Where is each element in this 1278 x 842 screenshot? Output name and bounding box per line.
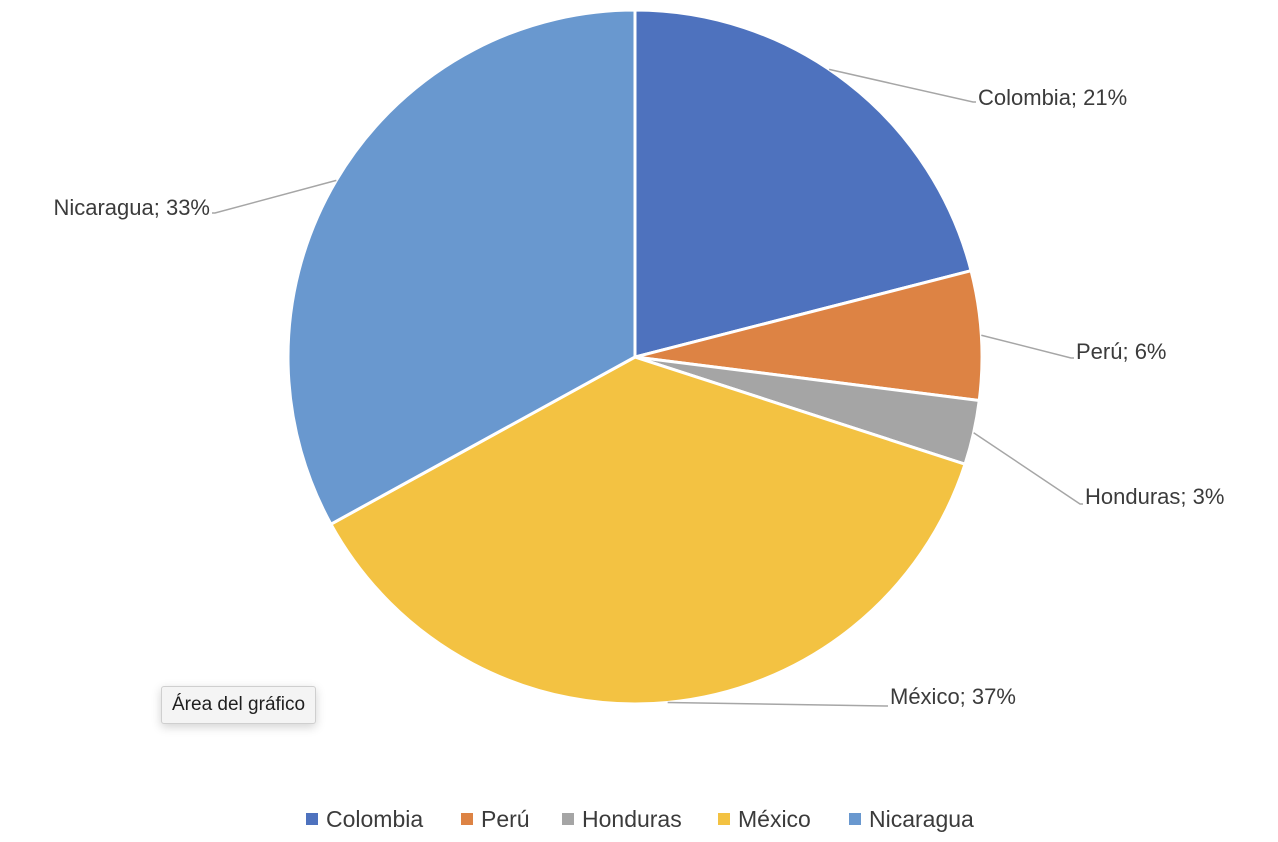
pie-slices[interactable] — [286, 8, 984, 706]
legend-item-perú[interactable]: Perú — [461, 806, 530, 832]
leader-lines — [212, 68, 1083, 707]
legend[interactable]: Colombia Perú Honduras México Nicaragua — [306, 806, 974, 832]
legend-item-honduras[interactable]: Honduras — [562, 806, 682, 832]
legend-swatch-nicaragua — [849, 813, 861, 825]
pie-slice-nicaragua[interactable] — [286, 8, 637, 527]
legend-label-perú: Perú — [481, 806, 530, 832]
data-label-perú: Perú; 6% — [1076, 339, 1167, 364]
leader-line-perú — [981, 334, 1074, 359]
legend-swatch-méxico — [718, 813, 730, 825]
pie-slice-colombia[interactable] — [633, 8, 973, 359]
legend-label-méxico: México — [738, 806, 811, 832]
legend-label-honduras: Honduras — [582, 806, 682, 832]
data-labels: Colombia; 21% Perú; 6% Honduras; 3% México;… — [53, 85, 1224, 709]
legend-label-colombia: Colombia — [326, 806, 423, 832]
leader-line-nicaragua — [212, 179, 337, 214]
data-label-colombia: Colombia; 21% — [978, 85, 1127, 110]
data-label-nicaragua: Nicaragua; 33% — [53, 195, 210, 220]
leader-line-méxico — [667, 701, 888, 707]
chart-area-tooltip: Área del gráfico — [161, 686, 317, 724]
pie-slice-perú[interactable] — [634, 268, 984, 403]
data-label-honduras: Honduras; 3% — [1085, 484, 1224, 509]
legend-item-colombia[interactable]: Colombia — [306, 806, 423, 832]
leader-line-honduras — [973, 432, 1083, 505]
legend-item-nicaragua[interactable]: Nicaragua — [849, 806, 974, 832]
legend-swatch-perú — [461, 813, 473, 825]
legend-item-méxico[interactable]: México — [718, 806, 811, 832]
legend-swatch-honduras — [562, 813, 574, 825]
data-label-méxico: México; 37% — [890, 684, 1016, 709]
leader-line-colombia — [828, 68, 976, 103]
legend-swatch-colombia — [306, 813, 318, 825]
legend-label-nicaragua: Nicaragua — [869, 806, 974, 832]
